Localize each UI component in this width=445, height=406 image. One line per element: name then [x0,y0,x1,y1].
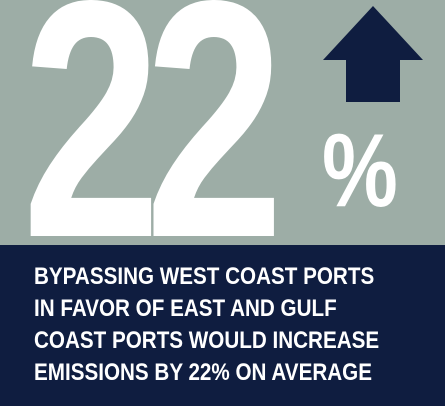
percent-sign: % [322,113,398,229]
stat-number: 22 [22,0,284,245]
up-arrow-icon [323,6,423,102]
caption-text: BYPASSING WEST COAST PORTS IN FAVOR OF E… [34,261,387,389]
caption-line: BYPASSING WEST COAST PORTS [34,263,375,290]
caption-line: IN FAVOR OF EAST AND GULF [34,295,337,322]
caption-panel: BYPASSING WEST COAST PORTS IN FAVOR OF E… [0,245,445,406]
stat-panel: 22 % [0,0,445,245]
caption-line: COAST PORTS WOULD INCREASE [34,327,380,354]
caption-line: EMISSIONS BY 22% ON AVERAGE [34,359,372,386]
